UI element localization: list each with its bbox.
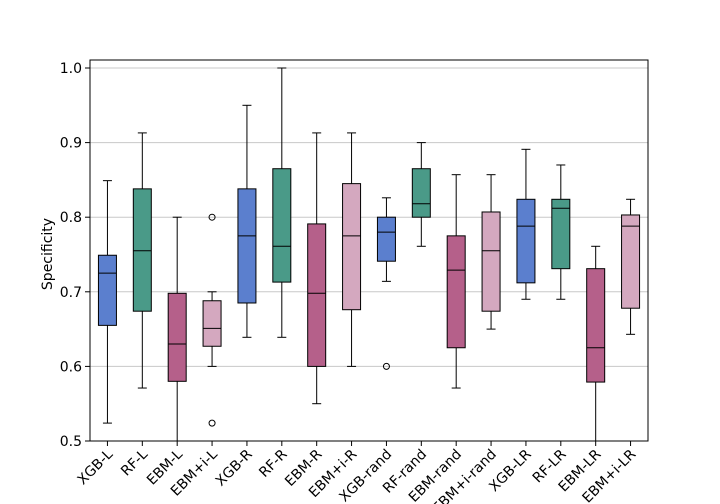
box — [516, 198, 536, 284]
box — [272, 168, 292, 283]
box — [307, 223, 327, 367]
box — [202, 300, 222, 347]
y-tick-label: 0.6 — [60, 359, 82, 375]
y-tick-label: 0.8 — [60, 210, 82, 226]
box — [376, 216, 396, 262]
box — [411, 168, 431, 218]
box — [621, 214, 641, 309]
box — [586, 268, 606, 383]
box — [446, 235, 466, 349]
flier — [382, 362, 390, 370]
y-tick-label: 0.7 — [60, 285, 82, 301]
y-axis-label: Specificity — [40, 218, 56, 290]
flier — [208, 213, 216, 221]
box — [342, 183, 362, 311]
y-tick-label: 1.0 — [60, 61, 82, 77]
y-tick-label: 0.5 — [60, 434, 82, 450]
box — [551, 198, 571, 270]
box — [97, 254, 117, 326]
box — [481, 211, 501, 312]
box — [132, 188, 152, 312]
x-tick-label: XGB-L — [75, 446, 117, 488]
box — [167, 292, 187, 382]
plot-frame — [89, 59, 649, 442]
x-tick-label: XGB-R — [213, 446, 256, 489]
flier — [208, 419, 216, 427]
box — [237, 188, 257, 304]
y-tick-label: 0.9 — [60, 136, 82, 152]
